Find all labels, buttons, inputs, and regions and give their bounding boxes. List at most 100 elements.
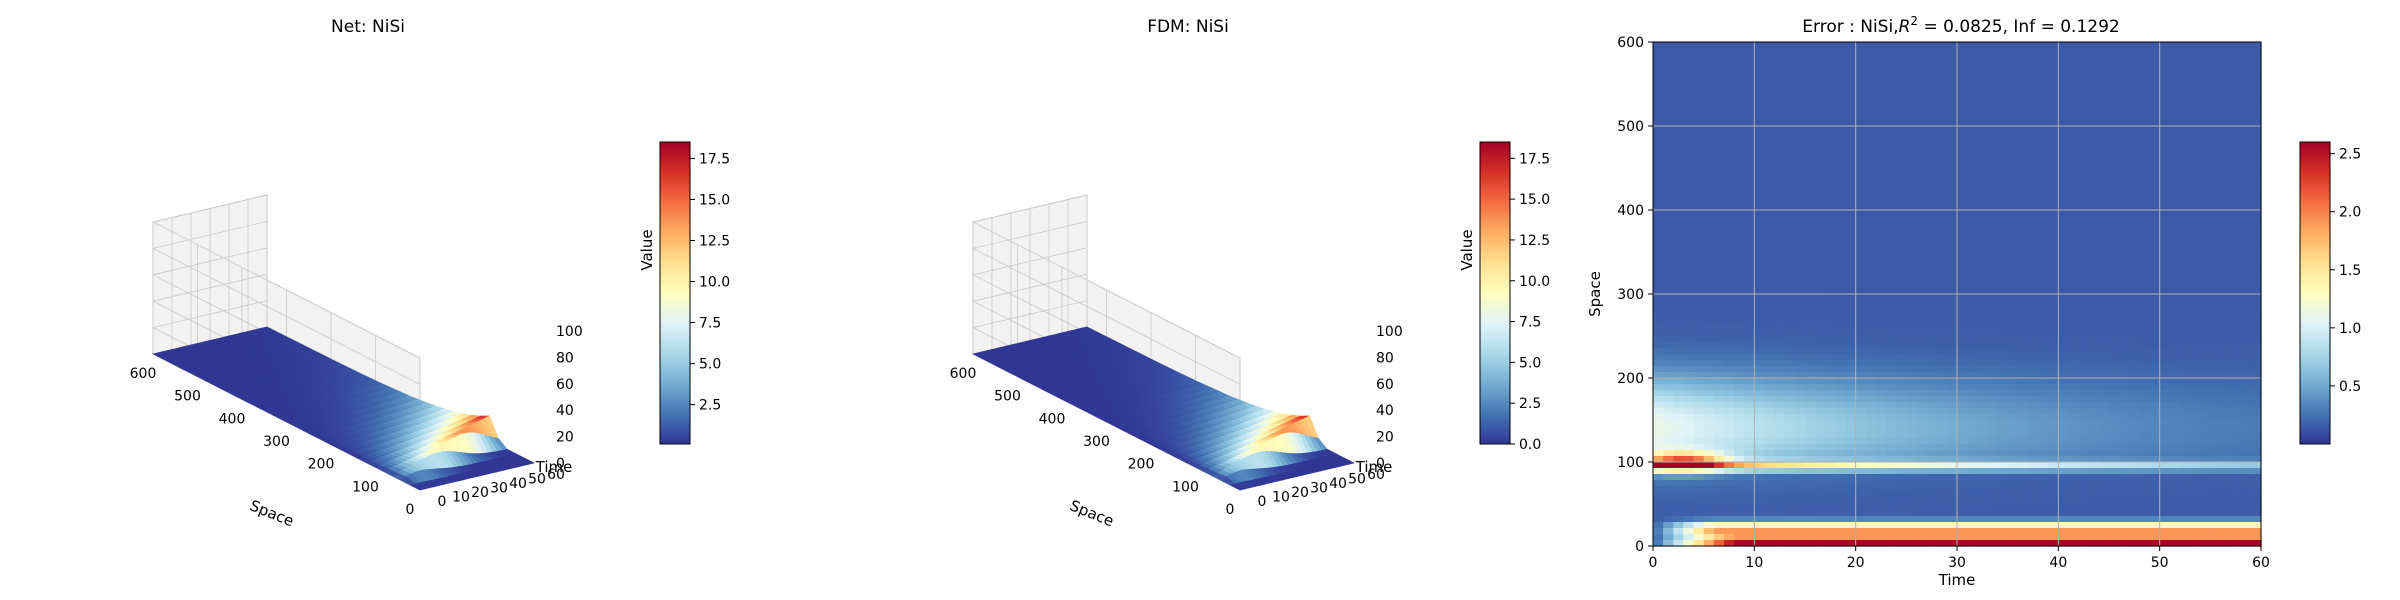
heatmap-cell xyxy=(1744,294,1755,301)
heatmap-cell xyxy=(1865,180,1877,187)
heatmap-cell xyxy=(1683,240,1695,247)
heatmap-cell xyxy=(2058,162,2070,169)
colorbar-tick-label: 12.5 xyxy=(1519,233,1550,249)
heatmap-cell xyxy=(1693,90,1705,97)
heatmap-cell xyxy=(1926,54,1938,61)
heatmap-cell xyxy=(2007,258,2019,265)
error-title: Error : NiSi,R2 = 0.0825, Inf = 0.1292 xyxy=(1802,14,2119,37)
heatmap-cell xyxy=(1855,66,1867,73)
heatmap-cell xyxy=(1936,468,1948,475)
heatmap-cell xyxy=(2007,48,2019,55)
heatmap-cell xyxy=(1744,222,1755,229)
heatmap-cell xyxy=(2048,396,2059,403)
heatmap-cell xyxy=(1855,180,1867,187)
heatmap-cell xyxy=(1703,138,1715,145)
heatmap-cell xyxy=(1703,78,1715,85)
heatmap-cell xyxy=(1825,42,1836,49)
heatmap-cell xyxy=(1865,54,1877,61)
heatmap-cell xyxy=(1805,408,1816,415)
heatmap-cell xyxy=(1875,354,1887,361)
heatmap-cell xyxy=(1774,474,1786,481)
heatmap-cell xyxy=(1855,360,1867,367)
heatmap-cell xyxy=(1865,468,1877,475)
heatmap-cell xyxy=(1886,126,1897,133)
heatmap-cell xyxy=(1865,474,1877,481)
heatmap-cell xyxy=(1673,42,1684,49)
heatmap-cell xyxy=(2048,48,2059,55)
heatmap-cell xyxy=(1653,432,1664,439)
heatmap-cell xyxy=(1673,432,1684,439)
heatmap-cell xyxy=(2027,174,2039,181)
heatmap-cell xyxy=(1734,318,1745,325)
heatmap-cell xyxy=(1845,534,1857,541)
colorbar-tick-label: 7.5 xyxy=(699,316,721,332)
heatmap-cell xyxy=(1967,330,1978,337)
heatmap-cell xyxy=(1815,300,1826,307)
heatmap-cell xyxy=(1693,72,1705,79)
heatmap-cell xyxy=(1967,354,1978,361)
net-x-tick: 100 xyxy=(352,479,379,495)
heatmap-cell xyxy=(1926,528,1938,535)
heatmap-cell xyxy=(1663,108,1674,115)
heatmap-cell xyxy=(1744,108,1755,115)
heatmap-cell xyxy=(1794,378,1806,385)
heatmap-cell xyxy=(1886,504,1897,511)
heatmap-cell xyxy=(1906,474,1918,481)
heatmap-cell xyxy=(1997,348,2009,355)
heatmap-cell xyxy=(1744,78,1755,85)
heatmap-cell xyxy=(1673,90,1684,97)
heatmap-cell xyxy=(2048,210,2059,217)
heatmap-cell xyxy=(1703,162,1715,169)
heatmap-cell xyxy=(1835,486,1847,493)
heatmap-cell xyxy=(1663,528,1674,535)
heatmap-cell xyxy=(1663,132,1674,139)
heatmap-cell xyxy=(2017,276,2029,283)
heatmap-cell xyxy=(1916,366,1928,373)
heatmap-cell xyxy=(1815,144,1826,151)
heatmap-cell xyxy=(1723,156,1735,163)
heatmap-cell xyxy=(1946,276,1958,283)
heatmap-cell xyxy=(1734,246,1745,253)
heatmap-cell xyxy=(1835,468,1847,475)
heatmap-cell xyxy=(1916,72,1928,79)
heatmap-cell xyxy=(2017,54,2029,61)
heatmap-cell xyxy=(1886,48,1897,55)
heatmap-cell xyxy=(2027,162,2039,169)
heatmap-cell xyxy=(1967,432,1978,439)
heatmap-cell xyxy=(1886,378,1897,385)
heatmap-cell xyxy=(1825,156,1836,163)
heatmap-cell xyxy=(1815,450,1826,457)
heatmap-cell xyxy=(1957,174,1968,181)
heatmap-cell xyxy=(1805,108,1816,115)
heatmap-cell xyxy=(1906,108,1918,115)
heatmap-cell xyxy=(1875,180,1887,187)
heatmap-cell xyxy=(1774,306,1786,313)
heatmap-cell xyxy=(1713,186,1725,193)
heatmap-cell xyxy=(1997,216,2009,223)
heatmap-cell xyxy=(1713,318,1725,325)
heatmap-cell xyxy=(1946,138,1958,145)
heatmap-cell xyxy=(1653,504,1664,511)
heatmap-cell xyxy=(1663,114,1674,121)
heatmap-cell xyxy=(1693,246,1705,253)
heatmap-cell xyxy=(2038,396,2049,403)
heatmap-cell xyxy=(1703,282,1715,289)
heatmap-cell xyxy=(1896,192,1907,199)
heatmap-cell xyxy=(2017,408,2029,415)
heatmap-cell xyxy=(2027,426,2039,433)
heatmap-cell xyxy=(1723,444,1735,451)
heatmap-cell xyxy=(1754,378,1766,385)
heatmap-cell xyxy=(1713,216,1725,223)
heatmap-cell xyxy=(1946,402,1958,409)
heatmap-cell xyxy=(1906,348,1918,355)
heatmap-cell xyxy=(2007,72,2019,79)
heatmap-cell xyxy=(1977,300,1988,307)
heatmap-cell xyxy=(1835,420,1847,427)
heatmap-cell xyxy=(1734,426,1745,433)
heatmap-cell xyxy=(1977,474,1988,481)
heatmap-cell xyxy=(1967,162,1978,169)
heatmap-cell xyxy=(1734,294,1745,301)
heatmap-cell xyxy=(1723,90,1735,97)
heatmap-cell xyxy=(1713,534,1725,541)
heatmap-cell xyxy=(1906,102,1918,109)
